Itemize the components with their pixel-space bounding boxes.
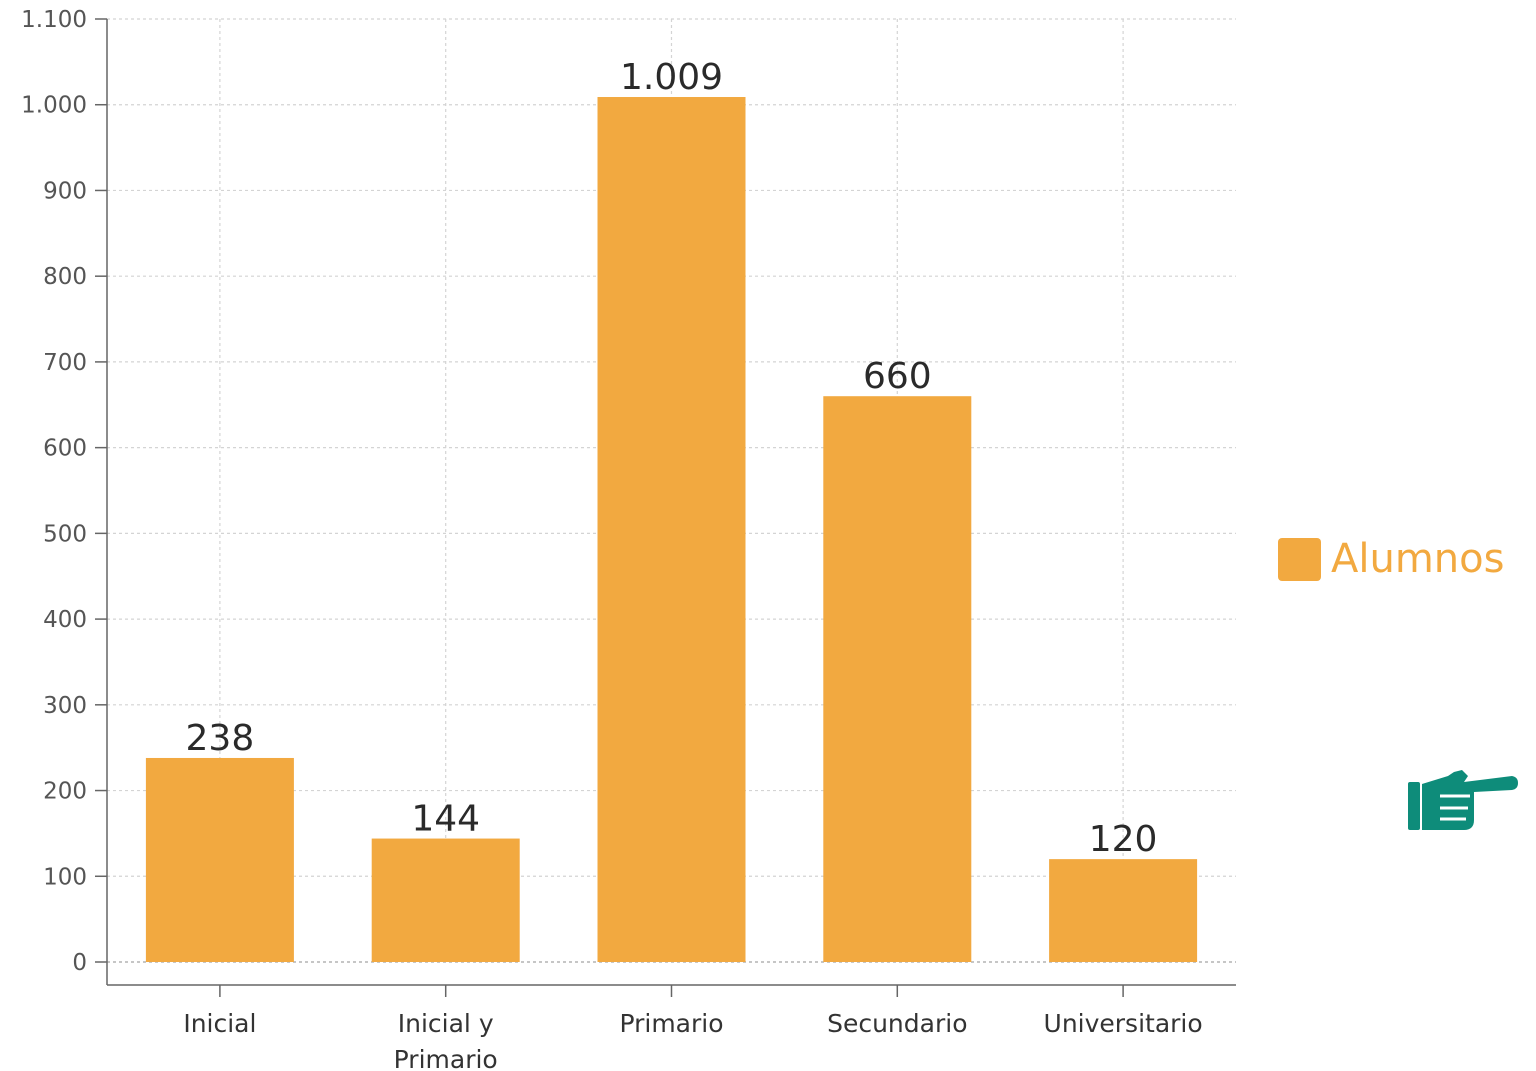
legend-label: Alumnos (1331, 536, 1504, 582)
bar-value-label: 238 (186, 718, 255, 759)
bar (823, 396, 972, 962)
legend-swatch (1278, 538, 1321, 581)
y-ticks: 0 100 200 300 400 500 600 700 800 900 1.000 1.100 (21, 7, 107, 976)
bar (597, 97, 746, 962)
y-tick-label: 0 (72, 950, 87, 976)
y-tick-label: 300 (43, 693, 87, 719)
x-tick-label-line: Secundario (827, 1009, 967, 1038)
y-tick-label: 600 (43, 436, 87, 462)
x-tick-label-line: Universitario (1044, 1009, 1203, 1038)
bar-value-label: 1.009 (620, 57, 723, 98)
y-tick-label: 800 (43, 264, 87, 290)
legend[interactable]: Alumnos (1278, 536, 1504, 582)
x-tick-label: Secundario (827, 1009, 967, 1038)
y-tick-label: 1.100 (21, 7, 87, 33)
x-tick-label-line: Primario (394, 1045, 498, 1071)
x-tick-label: Inicial (183, 1009, 256, 1038)
y-tick-label: 900 (43, 178, 87, 204)
y-tick-label: 500 (43, 521, 87, 547)
x-ticks: Inicial Inicial y Primario Primario Secundar… (183, 985, 1203, 1071)
bar-value-label: 144 (411, 799, 480, 840)
y-tick-label: 400 (43, 607, 87, 633)
bar (145, 757, 294, 962)
bar (371, 838, 520, 962)
x-tick-label-line: Inicial (183, 1009, 256, 1038)
bar-value-label: 660 (863, 356, 932, 397)
bar (1049, 859, 1198, 962)
y-tick-label: 200 (43, 779, 87, 805)
y-tick-label: 1.000 (21, 93, 87, 119)
x-tick-label-line: Inicial y (398, 1009, 494, 1038)
x-tick-label: Inicial y Primario (394, 1009, 498, 1071)
bar-value-label: 120 (1089, 819, 1158, 860)
y-tick-label: 700 (43, 350, 87, 376)
bars (145, 97, 1198, 962)
hand-cuff (1408, 782, 1420, 830)
y-tick-label: 100 (43, 864, 87, 890)
hand-palm (1422, 770, 1518, 830)
x-tick-label: Universitario (1044, 1009, 1203, 1038)
finger-lines (1440, 794, 1470, 821)
x-tick-label-line: Primario (619, 1009, 723, 1038)
x-tick-label: Primario (619, 1009, 723, 1038)
pointing-hand-icon (1408, 770, 1518, 830)
value-labels: 238 144 1.009 660 120 (186, 57, 1158, 860)
